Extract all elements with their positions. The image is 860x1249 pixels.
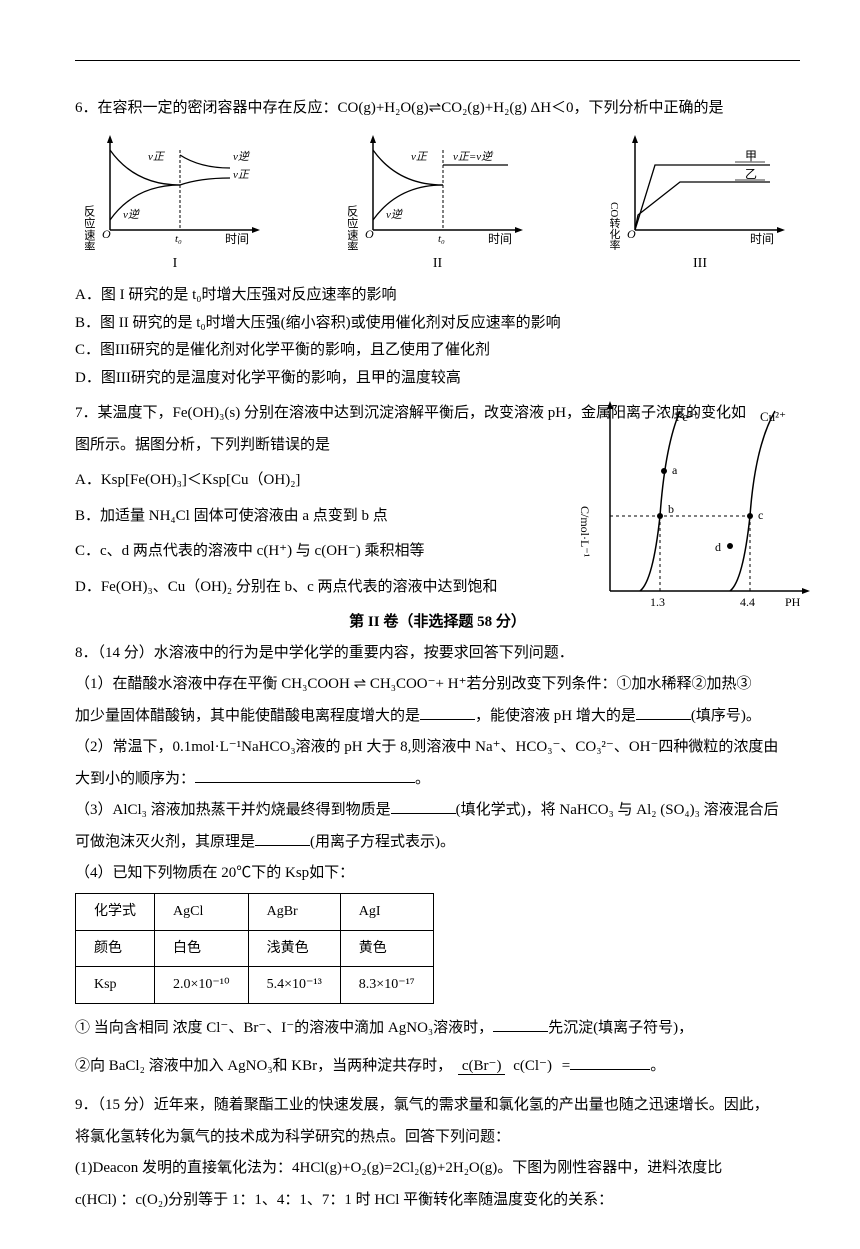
blank (195, 782, 415, 783)
q9-intro: 9．（15 分）近年来，随着聚酯工业的快速发展，氯气的需求量和氯化氢的产出量也随… (75, 1093, 800, 1119)
svg-text:d: d (715, 540, 721, 554)
q6-optA: A．图 I 研究的是 t₀时增大压强对反应速率的影响 (75, 283, 800, 309)
q8-p2: （2）常温下，0.1mol·L⁻¹NaHCO₃溶液的 pH 大于 8,则溶液中 … (75, 735, 800, 761)
q6-text: 6．在容积一定的密闭容器中存在反应：CO(g)+H₂O(g)⇌CO₂(g)+H₂… (75, 96, 800, 122)
chart1-svg: O v逆 v正 v正 v逆 t₀ 时间 反应速率 (85, 130, 265, 250)
blank (570, 1069, 650, 1070)
q6-chart3: O 甲 乙 时间 CO转化率 III (600, 130, 800, 276)
fraction: c(Br⁻) c(Cl⁻) (458, 1054, 556, 1080)
origin-o: O (365, 227, 374, 241)
svg-text:反应速率: 反应速率 (85, 204, 96, 249)
svg-text:Fe³⁺: Fe³⁺ (675, 409, 699, 424)
q6-chart1: O v逆 v正 v正 v逆 t₀ 时间 反应速率 I (75, 130, 275, 276)
table-row: Ksp 2.0×10⁻¹⁰ 5.4×10⁻¹³ 8.3×10⁻¹⁷ (76, 967, 434, 1004)
q6-chart2: O v正 v逆 v正=v逆 t₀ 时间 反应速率 II (338, 130, 538, 276)
q7-optB: B．加适量 NH₄Cl 固体可使溶液由 a 点变到 b 点 (75, 504, 575, 530)
q8-p3b: 可做泡沫灭火剂，其原理是(用离子方程式表示)。 (75, 830, 800, 856)
svg-text:v逆: v逆 (386, 208, 404, 221)
svg-text:1.3: 1.3 (650, 595, 665, 609)
svg-text:b: b (668, 502, 674, 516)
svg-text:时间: 时间 (750, 232, 774, 246)
q6-optB: B．图 II 研究的是 t₀时增大压强(缩小容积)或使用催化剂对反应速率的影响 (75, 311, 800, 337)
svg-text:4.4: 4.4 (740, 595, 755, 609)
q8-p2b: 大到小的顺序为：。 (75, 767, 800, 793)
q7-optC: C．c、d 两点代表的溶液中 c(H⁺) 与 c(OH⁻) 乘积相等 (75, 539, 575, 565)
svg-text:v正: v正 (411, 151, 429, 163)
svg-text:v正: v正 (233, 169, 251, 181)
chart2-svg: O v正 v逆 v正=v逆 t₀ 时间 反应速率 (348, 130, 528, 250)
svg-text:甲: 甲 (745, 149, 757, 163)
q7-graph-svg: a b c d Fe³⁺ Cu²⁺ 1.3 4.4 PH C/mol·L⁻¹ (580, 396, 815, 621)
svg-text:t₀: t₀ (438, 233, 445, 245)
table-row: 化学式 AgCl AgBr AgI (76, 893, 434, 930)
svg-text:v逆: v逆 (233, 150, 251, 163)
q9-intro2: 将氯化氢转化为氯气的技术成为科学研究的热点。回答下列问题： (75, 1125, 800, 1151)
svg-text:时间: 时间 (225, 232, 249, 246)
svg-text:反应速率: 反应速率 (348, 204, 359, 249)
q7-optD: D．Fe(OH)₃、Cu（OH)₂ 分别在 b、c 两点代表的溶液中达到饱和 (75, 575, 575, 601)
svg-text:v逆: v逆 (123, 208, 141, 221)
q8-p3: （3）AlCl₃ 溶液加热蒸干并灼烧最终得到物质是(填化学式)，将 NaHCO₃… (75, 798, 800, 824)
q7-block: 7．某温度下，Fe(OH)₃(s) 分别在溶液中达到沉淀溶解平衡后，改变溶液 p… (75, 401, 800, 600)
q8-p1b: 加少量固体醋酸钠，其中能使醋酸电离程度增大的是，能使溶液 pH 增大的是(填序号… (75, 704, 800, 730)
svg-text:c: c (758, 508, 763, 522)
q9-p1a: (1)Deacon 发明的直接氧化法为：4HCl(g)+O₂(g)=2Cl₂(g… (75, 1156, 800, 1182)
q6-options: A．图 I 研究的是 t₀时增大压强对反应速率的影响 B．图 II 研究的是 t… (75, 283, 800, 391)
q6-charts: O v逆 v正 v正 v逆 t₀ 时间 反应速率 I O v正 (75, 130, 800, 276)
q9-p1b: c(HCl) ：c(O₂)分别等于 1：1、4：1、7：1 时 HCl 平衡转化… (75, 1188, 800, 1214)
blank (636, 719, 691, 720)
svg-text:a: a (672, 463, 678, 477)
origin-o: O (102, 227, 111, 241)
q7-options: A．Ksp[Fe(OH)₃]＜Ksp[Cu（OH)₂] B．加适量 NH₄Cl … (75, 468, 575, 600)
svg-text:Cu²⁺: Cu²⁺ (760, 409, 786, 424)
svg-text:CO转化率: CO转化率 (610, 202, 621, 250)
blank (420, 719, 475, 720)
blank (493, 1031, 548, 1032)
svg-text:v正=v逆: v正=v逆 (453, 150, 494, 163)
q8-p1: （1）在醋酸水溶液中存在平衡 CH₃COOH ⇌ CH₃COO⁻+ H⁺若分别改… (75, 672, 800, 698)
q8-p4: （4）已知下列物质在 20℃下的 Ksp如下： (75, 861, 800, 887)
q6-optD: D．图III研究的是温度对化学平衡的影响，且甲的温度较高 (75, 366, 800, 392)
table-row: 颜色 白色 浅黄色 黄色 (76, 930, 434, 967)
q8-p5: ① 当向含相同 浓度 Cl⁻、Br⁻、I⁻的溶液中滴加 AgNO₃溶液时，先沉淀… (75, 1016, 800, 1042)
q6-optC: C．图III研究的是催化剂对化学平衡的影响，且乙使用了催化剂 (75, 338, 800, 364)
chart3-svg: O 甲 乙 时间 CO转化率 (610, 130, 790, 250)
svg-text:PH: PH (785, 595, 801, 609)
q8-p6: ②向 BaCl₂ 溶液中加入 AgNO₃和 KBr，当两种淀共存时， c(Br⁻… (75, 1054, 800, 1080)
q8-intro: 8．（14 分）水溶液中的行为是中学化学的重要内容，按要求回答下列问题． (75, 641, 800, 667)
svg-text:时间: 时间 (488, 232, 512, 246)
blank (255, 845, 310, 846)
svg-text:乙: 乙 (745, 167, 757, 181)
q7-graph: a b c d Fe³⁺ Cu²⁺ 1.3 4.4 PH C/mol·L⁻¹ (580, 396, 815, 631)
ksp-table: 化学式 AgCl AgBr AgI 颜色 白色 浅黄色 黄色 Ksp 2.0×1… (75, 893, 434, 1004)
blank (391, 813, 456, 814)
svg-text:t₀: t₀ (175, 233, 182, 245)
svg-text:v正: v正 (148, 151, 166, 163)
page-top-rule (75, 60, 800, 61)
q7-optA: A．Ksp[Fe(OH)₃]＜Ksp[Cu（OH)₂] (75, 468, 575, 494)
svg-text:C/mol·L⁻¹: C/mol·L⁻¹ (580, 506, 592, 558)
